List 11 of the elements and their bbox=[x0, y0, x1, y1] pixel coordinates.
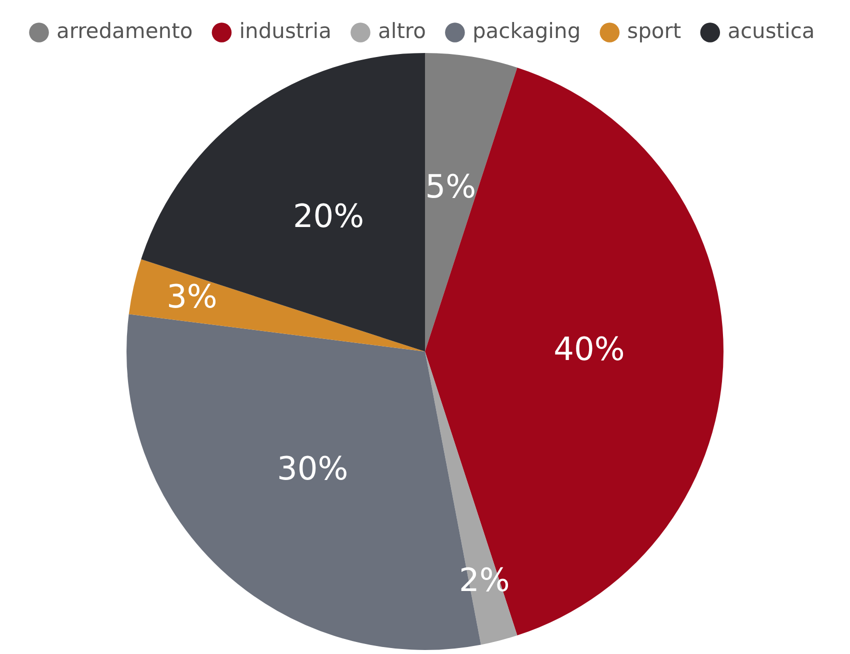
legend-label: packaging bbox=[472, 18, 581, 43]
legend-label: industria bbox=[239, 18, 332, 43]
data-label: 5% bbox=[425, 168, 476, 206]
legend-label: acustica bbox=[728, 18, 815, 43]
legend-label: sport bbox=[627, 18, 682, 43]
data-label: 20% bbox=[292, 196, 364, 235]
legend-label: altro bbox=[378, 18, 426, 43]
data-label: 3% bbox=[166, 278, 218, 316]
legend-label: arredamento bbox=[56, 18, 193, 43]
data-label: 30% bbox=[277, 449, 348, 488]
data-label: 40% bbox=[554, 330, 625, 368]
